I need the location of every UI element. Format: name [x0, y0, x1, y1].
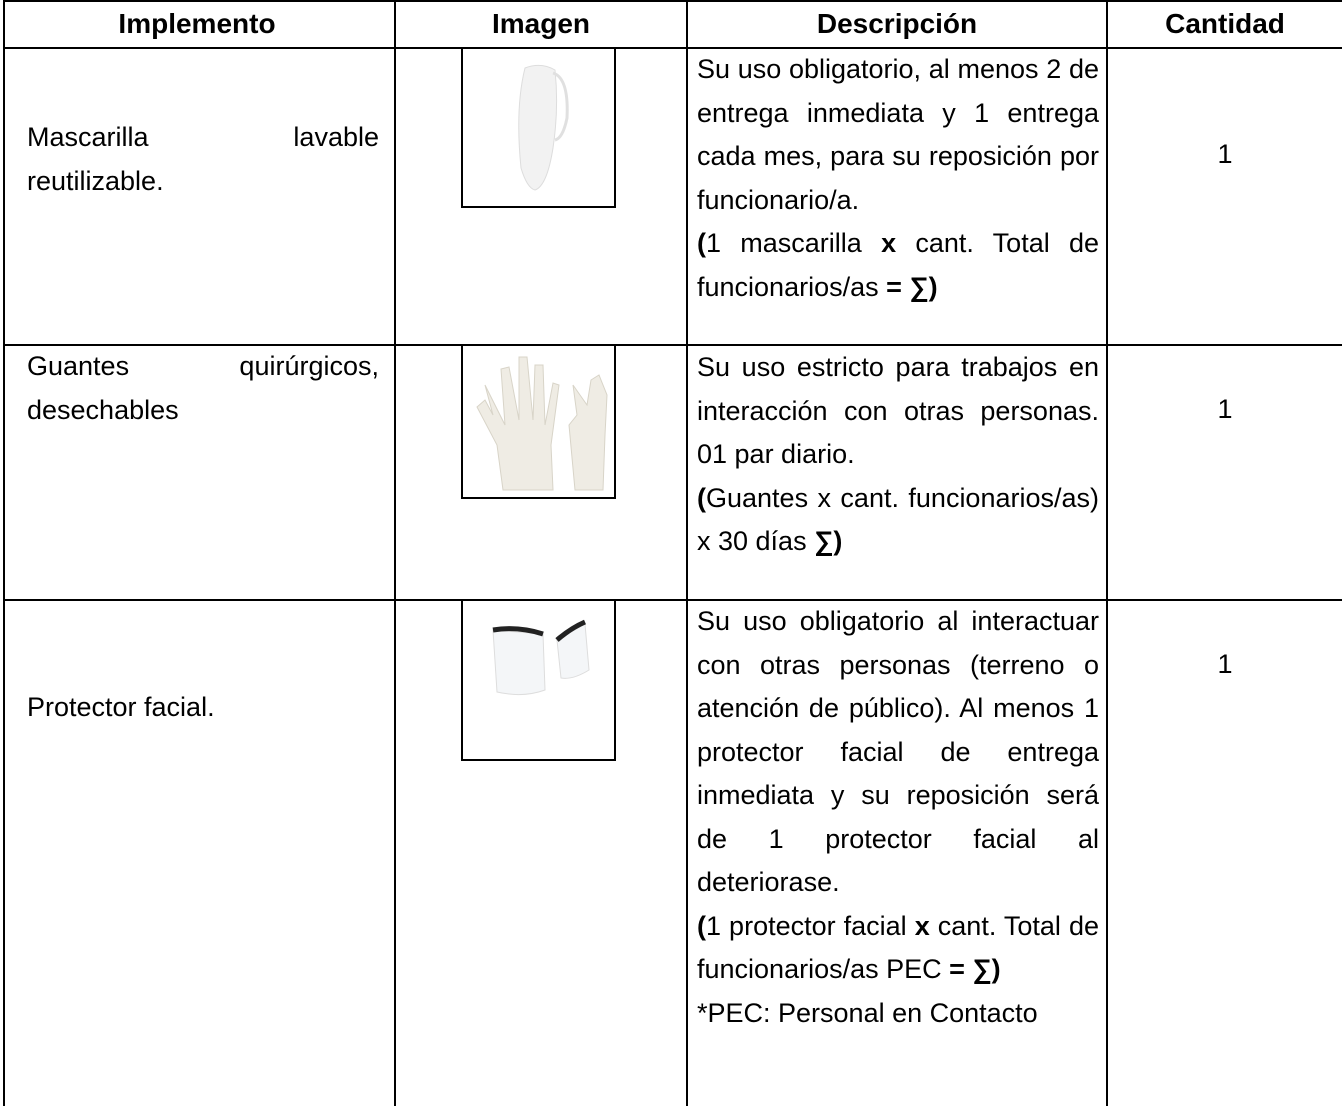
text-run: ∑)	[814, 526, 843, 556]
paragraph: Su uso estricto para trabajos en interac…	[697, 346, 1099, 477]
text-run: Guantes x cant. funcionarios/as) x 30 dí…	[697, 482, 1099, 557]
paragraph: (1 protector facial x cant. Total de fun…	[697, 905, 1099, 992]
border	[394, 0, 396, 1106]
text-run: (	[697, 482, 706, 513]
paragraph: *PEC: Personal en Contacto	[697, 992, 1099, 1036]
text-run: = ∑)	[886, 271, 938, 302]
gloves-image	[476, 356, 608, 491]
header-cell: Cantidad	[1165, 8, 1285, 39]
descripcion: Su uso estricto para trabajos en interac…	[697, 346, 1099, 564]
border	[3, 0, 1342, 2]
border	[3, 344, 1342, 346]
image-frame	[461, 600, 616, 761]
paragraph: Su uso obligatorio al interactuar con ot…	[697, 600, 1099, 905]
header-cell: Imagen	[491, 8, 591, 39]
mask-image	[518, 64, 569, 191]
text-run: (	[697, 910, 706, 941]
image-frame	[461, 48, 616, 208]
text-run: x	[914, 910, 930, 941]
text-run: 1 mascarilla	[706, 228, 882, 258]
text-run: Su uso estricto para trabajos en interac…	[697, 352, 1099, 469]
border	[686, 0, 688, 1106]
border	[3, 0, 5, 1106]
paragraph: (Guantes x cant. funcionarios/as) x 30 d…	[697, 477, 1099, 564]
paragraph: (1 mascarilla x cant. Total de funcionar…	[697, 222, 1099, 309]
text-run: Su uso obligatorio, al menos 2 de entreg…	[697, 54, 1099, 215]
text-run: x	[881, 228, 897, 258]
text-run: *PEC: Personal en Contacto	[697, 997, 1038, 1028]
text-run: Su uso obligatorio al interactuar con ot…	[697, 606, 1099, 897]
text-run: = ∑)	[949, 954, 1001, 984]
descripcion: Su uso obligatorio, al menos 2 de entreg…	[697, 48, 1099, 309]
header-cell: Descripción	[816, 8, 978, 39]
implemento: Mascarilla lavable reutilizable.	[27, 122, 379, 196]
image-frame	[461, 345, 616, 499]
text-run: cant. Total de funcionarios/as	[697, 228, 1100, 302]
implemento: Protector facial.	[27, 692, 215, 722]
text-run: (	[697, 228, 706, 258]
descripcion: Su uso obligatorio al interactuar con ot…	[697, 600, 1099, 1035]
implemento: Guantes quirúrgicos, desechables	[27, 351, 379, 425]
cantidad: 1	[1217, 394, 1233, 424]
text-run: cant. Total de funcionarios/as PEC	[697, 910, 1099, 985]
border	[3, 599, 1342, 601]
paragraph: Su uso obligatorio, al menos 2 de entreg…	[697, 48, 1099, 222]
border	[1106, 0, 1108, 1106]
text-run: 1 protector facial	[706, 910, 915, 941]
cantidad: 1	[1217, 649, 1233, 679]
header-cell: Implemento	[118, 8, 276, 39]
face-shield-image	[492, 619, 590, 696]
cantidad: 1	[1217, 139, 1233, 169]
border	[3, 47, 1342, 49]
